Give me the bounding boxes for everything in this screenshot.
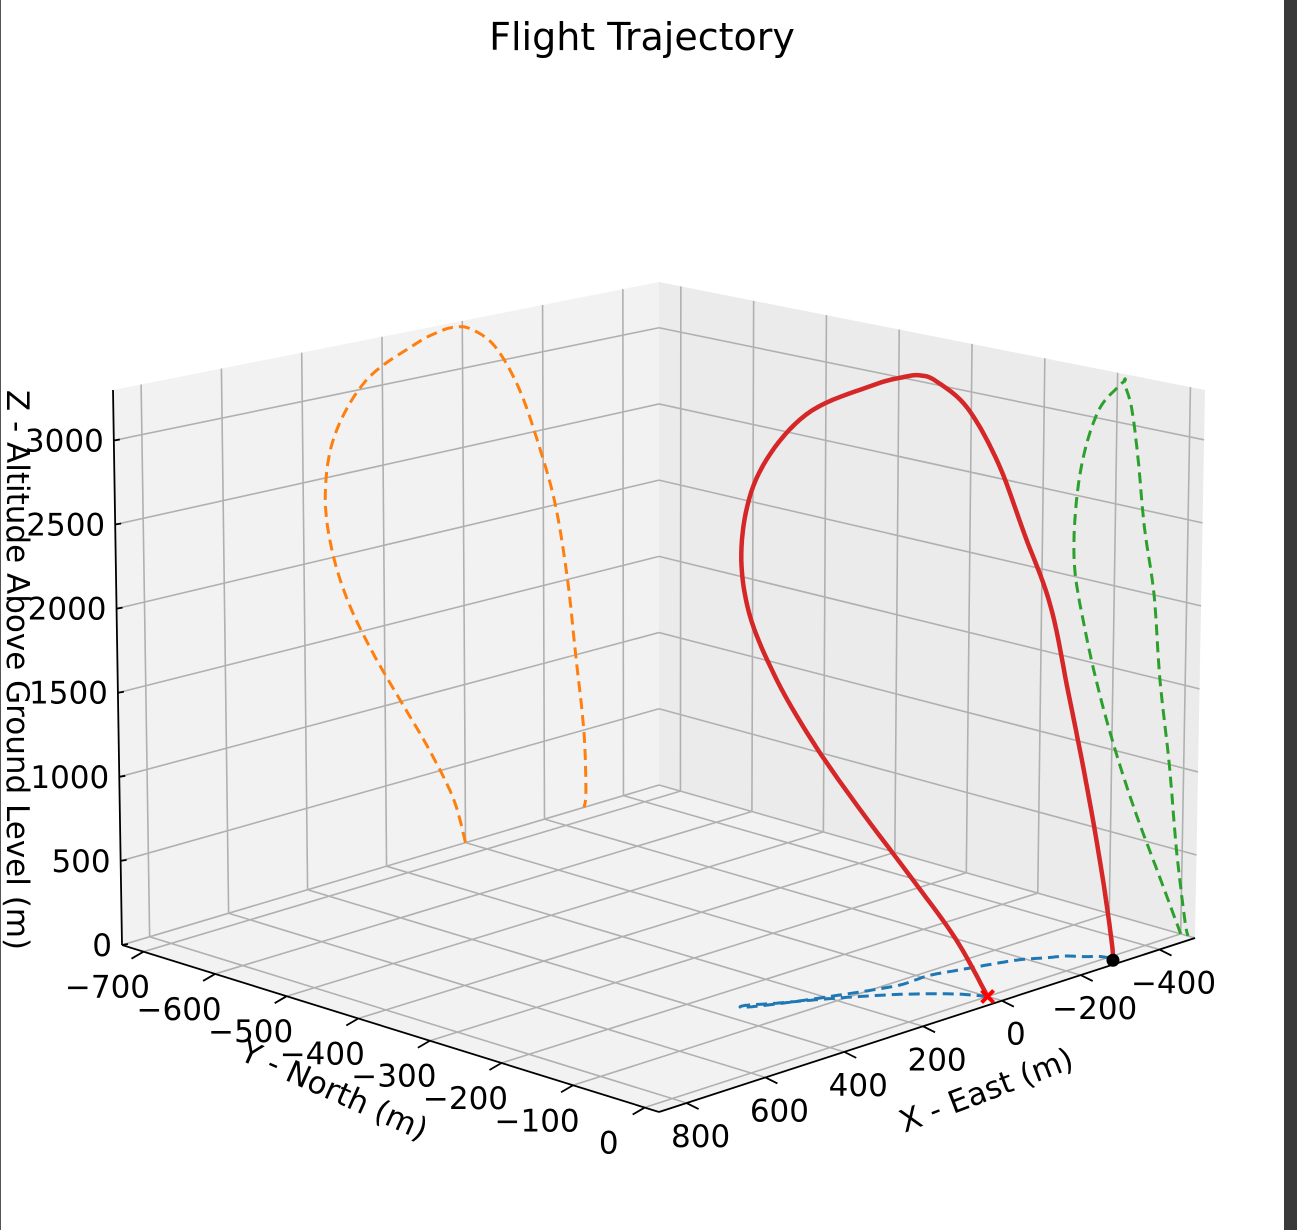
z-tick-label: 3000: [25, 423, 104, 459]
x-tick-label: 0: [1006, 1017, 1026, 1053]
z-tick-mark: [115, 524, 121, 525]
z-tick-mark: [121, 860, 127, 861]
z-tick-label: 500: [51, 844, 110, 880]
z-tick-mark: [118, 692, 124, 693]
x-tick-mark: [923, 1026, 935, 1032]
x-tick-mark: [1002, 1001, 1014, 1007]
z-tick-mark: [119, 776, 125, 777]
x-tick-mark: [844, 1052, 856, 1058]
launch-marker: [1106, 954, 1119, 967]
y-tick-label: −100: [495, 1103, 580, 1139]
x-tick-label: 400: [829, 1068, 888, 1104]
z-tick-mark: [122, 944, 128, 945]
y-tick-mark: [275, 996, 287, 1003]
x-tick-mark: [1081, 975, 1093, 981]
y-tick-label: 0: [599, 1126, 619, 1162]
z-tick-label: 2500: [26, 508, 105, 544]
z-tick-label: 2000: [28, 592, 107, 628]
y-tick-mark: [561, 1085, 573, 1092]
chart-title: Flight Trajectory: [489, 15, 795, 59]
x-tick-mark: [687, 1103, 699, 1109]
left-edge-border: [0, 0, 1, 1230]
x-tick-label: 200: [907, 1042, 966, 1078]
x-tick-label: 600: [750, 1093, 809, 1129]
y-tick-mark: [346, 1018, 358, 1025]
z-tick-label: 1500: [29, 676, 108, 712]
x-tick-mark: [1160, 950, 1172, 956]
z-tick-mark: [114, 439, 120, 440]
x-tick-label: −400: [1131, 966, 1216, 1002]
right-edge-border: [1284, 0, 1297, 1230]
z-axis-label: Z - Altitude Above Ground Level (m): [0, 390, 35, 950]
y-tick-mark: [633, 1108, 645, 1115]
z-tick-label: 1000: [30, 760, 109, 796]
y-tick-mark: [203, 974, 215, 981]
z-tick-label: 0: [92, 928, 112, 964]
x-tick-mark: [765, 1077, 777, 1083]
x-tick-label: −200: [1052, 991, 1137, 1027]
y-tick-mark: [418, 1041, 430, 1048]
y-tick-mark: [131, 952, 143, 959]
x-tick-label: 800: [671, 1119, 730, 1155]
z-tick-mark: [117, 608, 123, 609]
y-tick-mark: [489, 1063, 501, 1070]
